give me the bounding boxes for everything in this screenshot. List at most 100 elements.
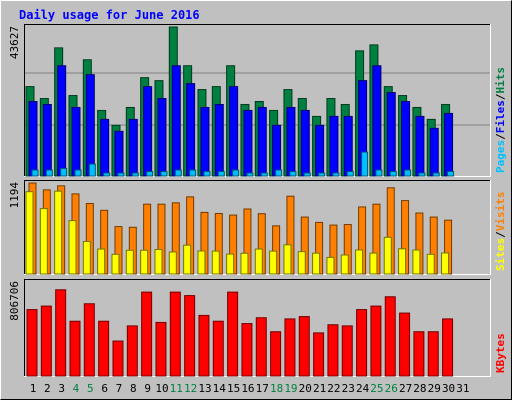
bar-pages-day-16 — [246, 172, 254, 177]
y-axis-label-sites: Sites — [494, 238, 507, 271]
bar-kbytes-day-5 — [83, 303, 95, 377]
bar-pages-day-9 — [146, 171, 154, 177]
bar-kbytes-day-22 — [327, 324, 339, 377]
x-tick-label-day-13: 13 — [198, 382, 211, 395]
bar-kbytes-day-26 — [384, 296, 396, 377]
bar-files-day-23 — [343, 115, 353, 177]
bar-files-day-25 — [372, 65, 382, 177]
bar-sites-day-17 — [254, 248, 263, 275]
bar-sites-day-14 — [211, 250, 220, 275]
bar-files-day-29 — [429, 127, 439, 177]
bar-kbytes-day-7 — [112, 340, 124, 377]
x-tick-label-day-7: 7 — [116, 382, 123, 395]
bar-kbytes-day-15 — [227, 291, 239, 377]
x-tick-label-day-22: 22 — [327, 382, 340, 395]
bar-pages-day-10 — [160, 171, 168, 177]
bar-files-day-7 — [114, 130, 124, 177]
bar-pages-day-15 — [232, 169, 240, 177]
bar-kbytes-day-1 — [26, 309, 38, 377]
bar-kbytes-day-6 — [98, 320, 110, 377]
bar-files-day-22 — [329, 115, 339, 177]
x-tick-label-day-5: 5 — [87, 382, 94, 395]
y-tick-label: 1194 — [8, 182, 21, 209]
bar-sites-day-29 — [426, 253, 435, 275]
x-tick-label-day-8: 8 — [130, 382, 137, 395]
y-axis-label-kbytes: KBytes — [494, 333, 507, 373]
bar-files-day-11 — [171, 65, 181, 177]
bar-kbytes-day-2 — [40, 305, 52, 377]
bar-sites-day-6 — [97, 248, 106, 275]
bar-sites-day-19 — [283, 244, 292, 275]
x-tick-label-day-30: 30 — [442, 382, 455, 395]
bar-kbytes-day-23 — [341, 325, 353, 377]
bar-sites-day-2 — [39, 208, 48, 275]
bar-files-day-17 — [257, 106, 267, 177]
bar-sites-day-13 — [197, 250, 206, 275]
x-tick-label-day-12: 12 — [184, 382, 197, 395]
bar-sites-day-15 — [226, 253, 235, 275]
bar-pages-day-6 — [103, 172, 111, 177]
bar-files-day-2 — [42, 103, 52, 177]
bar-files-day-14 — [214, 103, 224, 177]
bar-files-day-19 — [286, 106, 296, 177]
bar-sites-day-10 — [154, 249, 163, 275]
y-axis-label: Pages/Files/Hits — [494, 67, 507, 173]
bar-kbytes-day-29 — [427, 331, 439, 377]
x-tick-labels: 1 2 3 4 5 6 7 8 9 10 11 12 13 14 15 16 17 18 19 20 21 22 23 24 2… — [30, 382, 470, 395]
bar-kbytes-day-14 — [212, 320, 224, 377]
x-tick-label-day-1: 1 — [30, 382, 37, 395]
bar-sites-day-7 — [111, 253, 120, 275]
x-tick-label-day-28: 28 — [413, 382, 426, 395]
x-tick-label-day-26: 26 — [385, 382, 398, 395]
bar-files-day-28 — [415, 115, 425, 177]
bar-kbytes-day-10 — [155, 321, 167, 377]
bar-kbytes-day-27 — [399, 312, 411, 377]
bar-kbytes-day-13 — [198, 314, 210, 377]
bar-pages-day-27 — [404, 169, 412, 177]
bar-kbytes-day-8 — [126, 325, 138, 377]
bar-pages-day-25 — [375, 169, 383, 177]
bar-kbytes-day-21 — [313, 332, 325, 377]
y-axis-label-separator: / — [494, 93, 507, 100]
bar-pages-day-24 — [361, 151, 369, 177]
bar-sites-day-30 — [441, 252, 450, 275]
x-tick-label-day-25: 25 — [370, 382, 383, 395]
bar-sites-day-28 — [412, 249, 421, 275]
bar-kbytes-day-25 — [370, 305, 382, 377]
x-tick-label-day-6: 6 — [101, 382, 108, 395]
bar-files-day-1 — [28, 101, 38, 177]
bar-sites-day-26 — [383, 236, 392, 275]
x-tick-label-day-20: 20 — [299, 382, 312, 395]
bar-sites-day-9 — [140, 249, 149, 275]
bar-pages-day-3 — [60, 168, 68, 177]
bar-sites-day-5 — [82, 240, 91, 275]
bar-kbytes-day-3 — [55, 289, 67, 377]
bar-files-day-8 — [128, 118, 138, 177]
x-tick-label-day-11: 11 — [170, 382, 183, 395]
y-axis-label: Sites/Visits — [494, 192, 507, 272]
bar-kbytes-day-28 — [413, 331, 425, 377]
bar-files-day-21 — [315, 124, 325, 177]
x-tick-label-day-24: 24 — [356, 382, 370, 395]
x-tick-label-day-18: 18 — [270, 382, 283, 395]
bar-sites-day-21 — [312, 252, 321, 275]
x-tick-label-day-29: 29 — [428, 382, 441, 395]
bar-pages-day-20 — [303, 172, 311, 177]
bar-files-day-10 — [157, 98, 167, 177]
bar-pages-day-22 — [332, 172, 340, 177]
x-tick-label-day-23: 23 — [342, 382, 355, 395]
bar-kbytes-day-11 — [169, 291, 181, 377]
bar-files-day-12 — [186, 83, 196, 177]
x-tick-label-day-14: 14 — [213, 382, 227, 395]
bar-sites-day-24 — [355, 249, 364, 275]
bar-files-day-4 — [71, 106, 81, 177]
bar-pages-day-2 — [45, 169, 53, 177]
x-tick-label-day-2: 2 — [44, 382, 51, 395]
bar-pages-day-30 — [447, 171, 455, 177]
x-tick-label-day-21: 21 — [313, 382, 326, 395]
bar-files-day-13 — [200, 106, 210, 177]
chart-panel-1: 43627 Pages/Files/Hits — [8, 24, 507, 177]
y-tick-label: 43627 — [8, 26, 21, 59]
